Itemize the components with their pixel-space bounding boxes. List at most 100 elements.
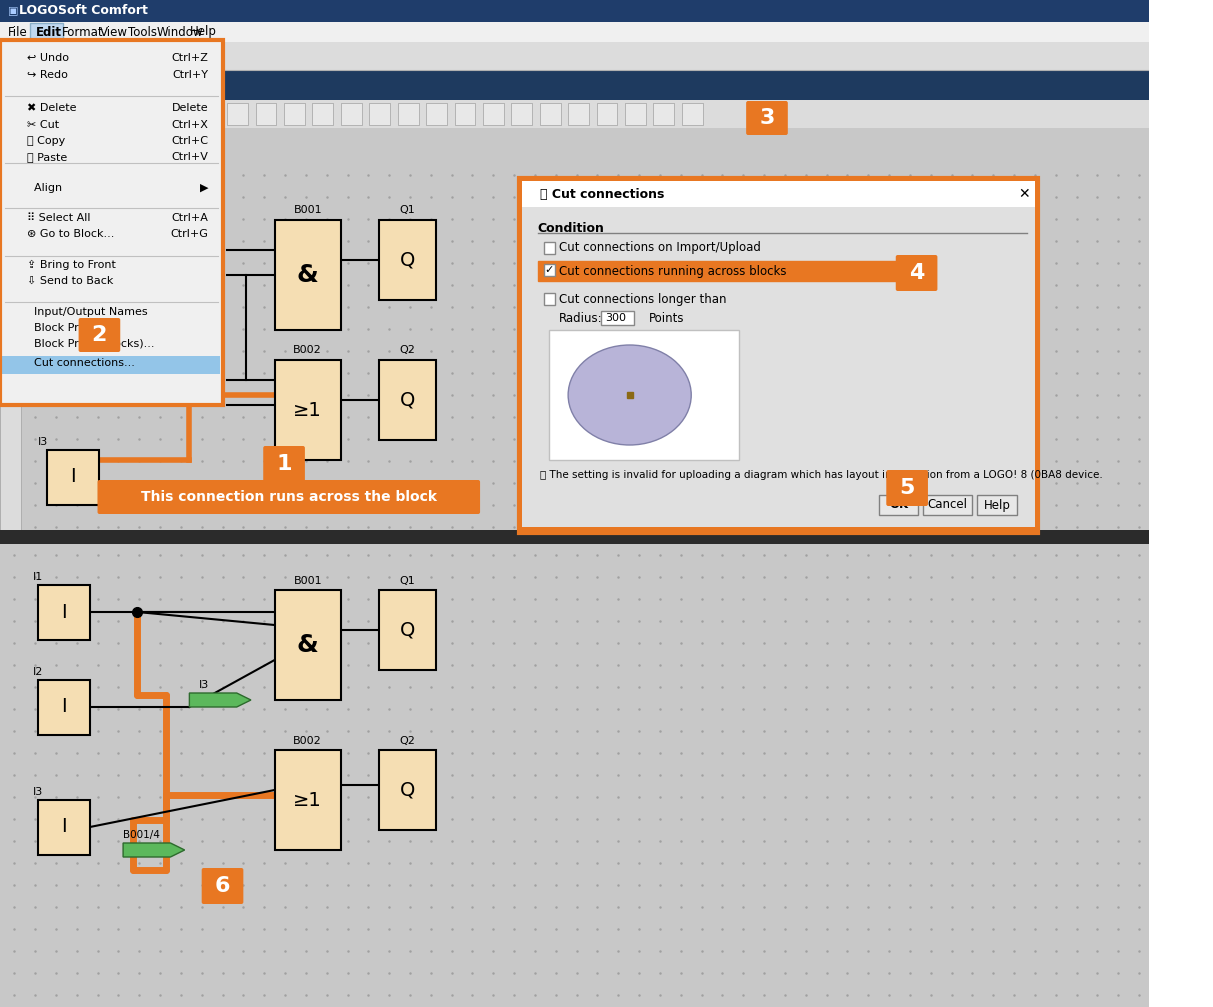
Text: Q1: Q1 [399,576,415,586]
Text: ⎘ Copy: ⎘ Copy [27,136,64,146]
Bar [38,680,90,735]
Text: This connection runs across the block: This connection runs across the block [141,490,437,504]
Bar [2,356,220,374]
Text: Window: Window [156,25,203,38]
Text: ▶: ▶ [200,183,209,193]
Text: ✓: ✓ [545,265,554,275]
Text: Q2: Q2 [399,736,415,746]
Bar [682,103,702,125]
Bar [455,103,475,125]
Bar [0,100,21,540]
Bar [519,178,1038,533]
Text: Q2: Q2 [399,345,415,355]
Bar [38,800,90,855]
Bar [378,359,435,440]
Text: ✂ Cut: ✂ Cut [27,120,58,130]
Bar [543,242,554,254]
Bar [47,450,99,505]
Bar [0,0,1149,22]
Text: ≥1: ≥1 [294,790,323,810]
Text: Delete: Delete [172,103,209,113]
Text: ↪ Redo: ↪ Redo [27,70,68,80]
Text: 1: 1 [277,454,292,474]
Text: T
o
o
l
s: T o o l s [7,272,13,328]
Bar [483,103,503,125]
Text: ≥1: ≥1 [294,401,323,420]
Bar [426,103,446,125]
Bar [0,100,1149,128]
Bar [878,495,918,515]
Bar [0,40,222,405]
Text: 4: 4 [909,263,924,283]
Text: Ctrl+Z: Ctrl+Z [171,53,209,63]
Text: File: File [7,25,28,38]
Bar [378,590,435,670]
Text: Tools: Tools [127,25,156,38]
Text: Align: Align [27,183,62,193]
Bar [0,70,1149,100]
Bar [341,103,361,125]
Bar [369,103,391,125]
Bar [654,103,674,125]
Text: Ctrl+C: Ctrl+C [171,136,209,146]
Text: Ctrl+V: Ctrl+V [171,152,209,162]
Bar [540,103,560,125]
Text: Cut connections longer than: Cut connections longer than [559,292,727,305]
Bar [549,330,739,460]
Text: 2: 2 [92,325,107,345]
Bar [0,42,1149,70]
Bar [597,103,617,125]
Bar [0,0,1149,540]
Bar [568,103,590,125]
Text: I: I [70,467,75,486]
Text: I3: I3 [199,680,209,690]
Text: Help: Help [984,498,1010,512]
Text: 300: 300 [605,313,626,323]
Text: Block Prop... (locks)...: Block Prop... (locks)... [27,339,154,349]
Text: Cut connections...: Cut connections... [27,358,135,368]
Text: ↩ Undo: ↩ Undo [27,53,68,63]
Bar [625,103,645,125]
Text: ⠿ Select All: ⠿ Select All [27,213,90,223]
Text: 3: 3 [759,108,775,128]
Text: Points: Points [649,311,684,324]
Text: I: I [61,698,67,717]
Bar [602,311,634,325]
Text: Q: Q [399,391,415,410]
Bar [543,293,554,305]
Text: Ctrl+G: Ctrl+G [171,229,209,239]
Text: Radius:: Radius: [559,311,603,324]
Text: Edit: Edit [36,25,62,38]
Bar [398,103,418,125]
Text: B002: B002 [294,345,323,355]
FancyBboxPatch shape [746,101,787,135]
Bar [313,103,334,125]
Text: Input/Output Names: Input/Output Names [27,307,147,317]
Text: Cut connections on Import/Upload: Cut connections on Import/Upload [559,242,761,255]
Bar [0,540,1149,1007]
FancyBboxPatch shape [79,318,120,352]
Text: Cancel: Cancel [928,498,968,512]
Bar [0,22,1149,42]
Text: 🛈 The setting is invalid for uploading a diagram which has layout information fr: 🛈 The setting is invalid for uploading a… [540,470,1103,480]
Bar [38,585,90,640]
Ellipse shape [568,345,691,445]
Text: ⧉ Paste: ⧉ Paste [27,152,67,162]
Text: B001/4: B001/4 [123,830,160,840]
FancyArrow shape [123,843,184,857]
Text: Cut connections running across blocks: Cut connections running across blocks [559,265,786,278]
Text: LOGOSoft Comfort: LOGOSoft Comfort [19,4,148,17]
Text: &: & [297,633,319,657]
Bar [512,103,533,125]
Text: ✖ Delete: ✖ Delete [27,103,76,113]
Text: I: I [61,602,67,621]
Text: Q: Q [399,251,415,270]
FancyBboxPatch shape [263,446,304,482]
Text: Ctrl+Y: Ctrl+Y [172,70,209,80]
Bar [0,40,222,405]
Text: Ctrl+X: Ctrl+X [171,120,209,130]
Bar [378,220,435,300]
Text: ▣: ▣ [7,6,18,16]
Bar [522,181,1035,207]
Text: Format: Format [62,25,103,38]
